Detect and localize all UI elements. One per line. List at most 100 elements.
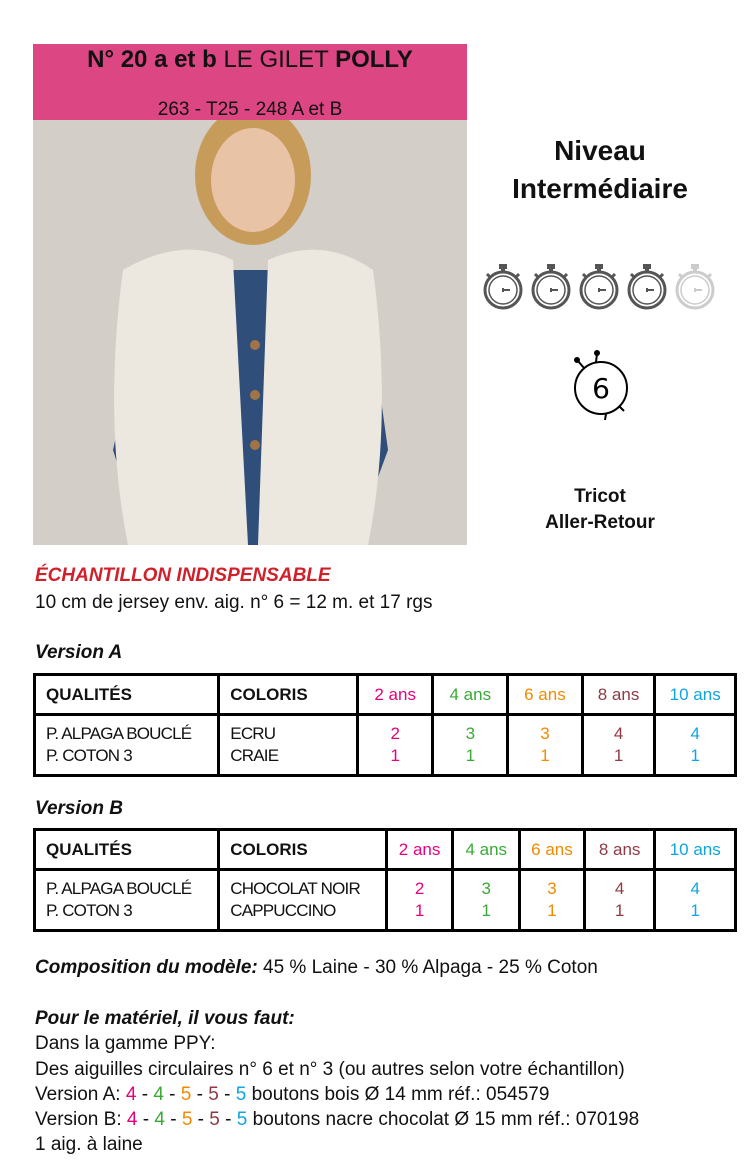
table-header-row: QUALITÉS COLORIS 2 ans 4 ans 6 ans 8 ans 10 an… bbox=[32, 828, 737, 871]
separator: - bbox=[192, 1109, 210, 1131]
technique: Tricot Aller-Retour bbox=[470, 484, 730, 536]
buttons-version-b: Version B: 4 - 4 - 5 - 5 - 5 boutons nac… bbox=[35, 1107, 639, 1132]
stopwatch-icon bbox=[625, 262, 669, 315]
stopwatch-icon bbox=[577, 262, 621, 315]
button-count: 4 bbox=[154, 1109, 165, 1131]
stopwatch-icon bbox=[673, 262, 717, 315]
quantity-cell-value: 1 bbox=[690, 901, 700, 920]
header-qualites: QUALITÉS bbox=[32, 673, 221, 716]
header-size: 6 ans bbox=[506, 673, 584, 716]
header-size: 10 ans bbox=[653, 828, 737, 871]
quantity-cell-value: 4 bbox=[613, 724, 624, 743]
material-line: Des aiguilles circulaires n° 6 et n° 3 (… bbox=[35, 1058, 625, 1080]
qualities-cell-value: P. ALPAGA BOUCLÉ bbox=[46, 879, 192, 898]
quantity-cell-value: 4 bbox=[614, 879, 625, 898]
quantity-cell-value: 4 bbox=[690, 724, 700, 743]
quantity-cell-value: 3 bbox=[481, 879, 491, 898]
separator: - bbox=[218, 1083, 236, 1105]
technique-line1: Tricot bbox=[574, 486, 626, 507]
level-heading: Niveau Intermédiaire bbox=[470, 132, 730, 208]
version-a-table: QUALITÉS COLORIS 2 ans 4 ans 6 ans 8 ans 10 an… bbox=[32, 673, 737, 777]
quantity-cell-value: 4 bbox=[690, 879, 700, 898]
quantity-cell-value: 1 bbox=[614, 901, 625, 920]
buttons-version-label: Version B: bbox=[35, 1109, 127, 1131]
separator: - bbox=[191, 1083, 209, 1105]
colors-cell: ECRU CRAIE bbox=[217, 713, 359, 777]
separator: - bbox=[136, 1083, 154, 1105]
buttons-version-label: Version A: bbox=[35, 1083, 126, 1105]
technique-line2: Aller-Retour bbox=[545, 512, 655, 533]
quantity-cell-value: 1 bbox=[540, 746, 550, 765]
colors-cell-value: CRAIE bbox=[230, 746, 279, 765]
button-count: 4 bbox=[153, 1083, 164, 1105]
header-size: 2 ans bbox=[355, 673, 435, 716]
knitting-needle-size-icon: 6 bbox=[566, 350, 636, 425]
composition: Composition du modèle: 45 % Laine - 30 %… bbox=[35, 957, 598, 978]
quantity-cell-value: 1 bbox=[613, 746, 624, 765]
separator: - bbox=[137, 1109, 155, 1131]
buttons-description: boutons bois Ø 14 mm réf.: 054579 bbox=[246, 1083, 550, 1105]
header-size: 8 ans bbox=[582, 828, 657, 871]
version-b-table: QUALITÉS COLORIS 2 ans 4 ans 6 ans 8 ans 10 an… bbox=[32, 828, 737, 932]
gauge-title: ÉCHANTILLON INDISPENSABLE bbox=[35, 565, 331, 586]
material-line: Dans la gamme PPY: bbox=[35, 1033, 216, 1055]
stopwatch-icon bbox=[529, 262, 573, 315]
button-count: 5 bbox=[209, 1109, 220, 1131]
qualities-cell-value: P. COTON 3 bbox=[46, 901, 133, 920]
quantity-cell-value: 2 bbox=[390, 724, 400, 743]
colors-cell-value: CAPPUCCINO bbox=[230, 901, 336, 920]
difficulty-rating bbox=[481, 262, 717, 315]
button-count: 5 bbox=[235, 1083, 247, 1105]
header-size: 2 ans bbox=[384, 828, 455, 871]
material-section: Pour le matériel, il vous faut: Dans la … bbox=[35, 1006, 639, 1158]
needle-size: 6 bbox=[592, 372, 610, 405]
pattern-title: N° 20 a et b LE GILET POLLY bbox=[87, 46, 413, 73]
separator: - bbox=[163, 1083, 181, 1105]
button-count: 5 bbox=[208, 1083, 219, 1105]
model-photo bbox=[33, 120, 467, 545]
quantity-cell-value: 3 bbox=[465, 724, 476, 743]
header-size: 4 ans bbox=[431, 673, 510, 716]
quantity-cell-value: 1 bbox=[481, 901, 491, 920]
header-size: 8 ans bbox=[580, 673, 657, 716]
material-line: 1 aig. à laine bbox=[35, 1134, 143, 1156]
quantity-cell-value: 2 bbox=[414, 879, 425, 898]
button-count: 4 bbox=[125, 1083, 137, 1105]
qualities-cell: P. ALPAGA BOUCLÉ P. COTON 3 bbox=[32, 713, 221, 777]
button-count: 5 bbox=[180, 1083, 192, 1105]
quantity-cell-value: 1 bbox=[390, 746, 400, 765]
buttons-version-a: Version A: 4 - 4 - 5 - 5 - 5 boutons boi… bbox=[35, 1082, 639, 1107]
qualities-cell-value: P. ALPAGA BOUCLÉ bbox=[46, 724, 192, 743]
level-label: Niveau bbox=[554, 135, 646, 166]
table-row: P. ALPAGA BOUCLÉ P. COTON 3 ECRU CRAIE 2 1 3 1 3… bbox=[32, 713, 737, 777]
gauge-text: 10 cm de jersey env. aig. n° 6 = 12 m. e… bbox=[35, 592, 433, 613]
pattern-references: 263 - T25 - 248 A et B bbox=[157, 99, 343, 120]
colors-cell-value: ECRU bbox=[230, 724, 276, 743]
header-coloris: COLORIS bbox=[217, 828, 388, 871]
quantity-cell-value: 1 bbox=[547, 901, 557, 920]
button-count: 5 bbox=[236, 1109, 248, 1131]
buttons-description: boutons nacre chocolat Ø 15 mm réf.: 070… bbox=[247, 1109, 640, 1131]
header-coloris: COLORIS bbox=[217, 673, 359, 716]
version-a-label: Version A bbox=[35, 642, 123, 663]
table-row: P. ALPAGA BOUCLÉ P. COTON 3 CHOCOLAT NOIR C… bbox=[32, 868, 737, 932]
quantity-cell-value: 1 bbox=[414, 901, 425, 920]
header-size: 10 ans bbox=[653, 673, 737, 716]
header-size: 4 ans bbox=[451, 828, 522, 871]
level-value: Intermédiaire bbox=[512, 173, 688, 204]
separator: - bbox=[164, 1109, 182, 1131]
quantity-cell-value: 3 bbox=[547, 879, 557, 898]
header-size: 6 ans bbox=[518, 828, 586, 871]
separator: - bbox=[219, 1109, 237, 1131]
qualities-cell-value: P. COTON 3 bbox=[46, 746, 133, 765]
quantity-cell-value: 3 bbox=[540, 724, 550, 743]
